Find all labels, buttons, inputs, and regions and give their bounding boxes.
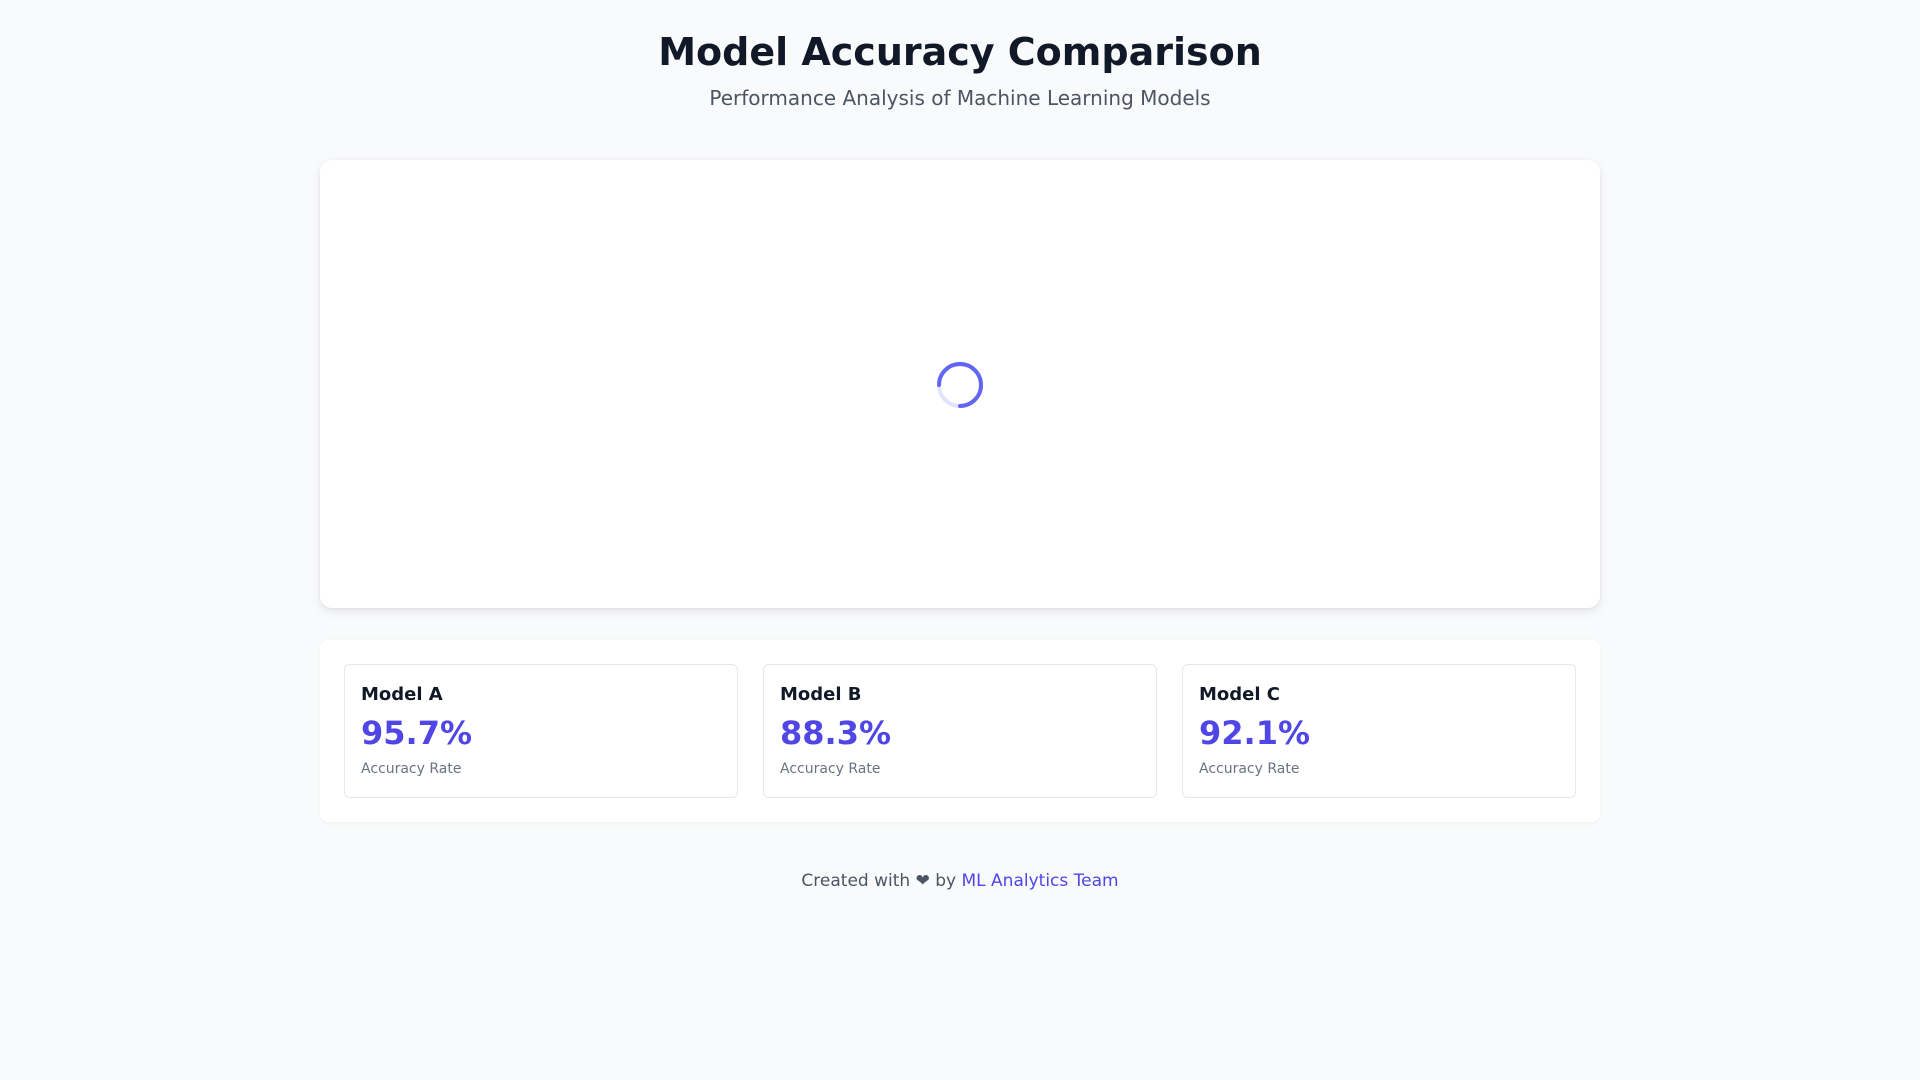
team-link[interactable]: ML Analytics Team bbox=[961, 871, 1119, 891]
stat-model-name: Model B bbox=[780, 684, 862, 705]
stat-label: Accuracy Rate bbox=[780, 761, 881, 777]
loading-spinner-icon bbox=[937, 362, 983, 408]
stat-card-model-a: Model A 95.7% Accuracy Rate bbox=[344, 664, 738, 798]
stat-label: Accuracy Rate bbox=[1199, 761, 1300, 777]
stats-panel: Model A 95.7% Accuracy Rate Model B 88.3… bbox=[320, 640, 1600, 822]
heart-icon: ❤ bbox=[915, 871, 930, 891]
stat-accuracy-value: 95.7% bbox=[361, 714, 473, 752]
stat-card-model-b: Model B 88.3% Accuracy Rate bbox=[763, 664, 1157, 798]
stat-model-name: Model C bbox=[1199, 684, 1281, 705]
page-header: Model Accuracy Comparison Performance An… bbox=[0, 0, 1920, 111]
stat-model-name: Model A bbox=[361, 684, 443, 705]
stat-accuracy-value: 92.1% bbox=[1199, 714, 1311, 752]
stat-label: Accuracy Rate bbox=[361, 761, 462, 777]
page-footer: Created with ❤ by ML Analytics Team bbox=[0, 870, 1920, 892]
footer-prefix: Created with bbox=[801, 871, 911, 891]
stat-card-model-c: Model C 92.1% Accuracy Rate bbox=[1182, 664, 1576, 798]
page-subtitle: Performance Analysis of Machine Learning… bbox=[709, 86, 1211, 110]
chart-container bbox=[320, 160, 1600, 608]
page-title: Model Accuracy Comparison bbox=[658, 30, 1262, 74]
footer-by: by bbox=[935, 871, 957, 891]
stat-accuracy-value: 88.3% bbox=[780, 714, 892, 752]
spinner-arc bbox=[937, 362, 983, 408]
